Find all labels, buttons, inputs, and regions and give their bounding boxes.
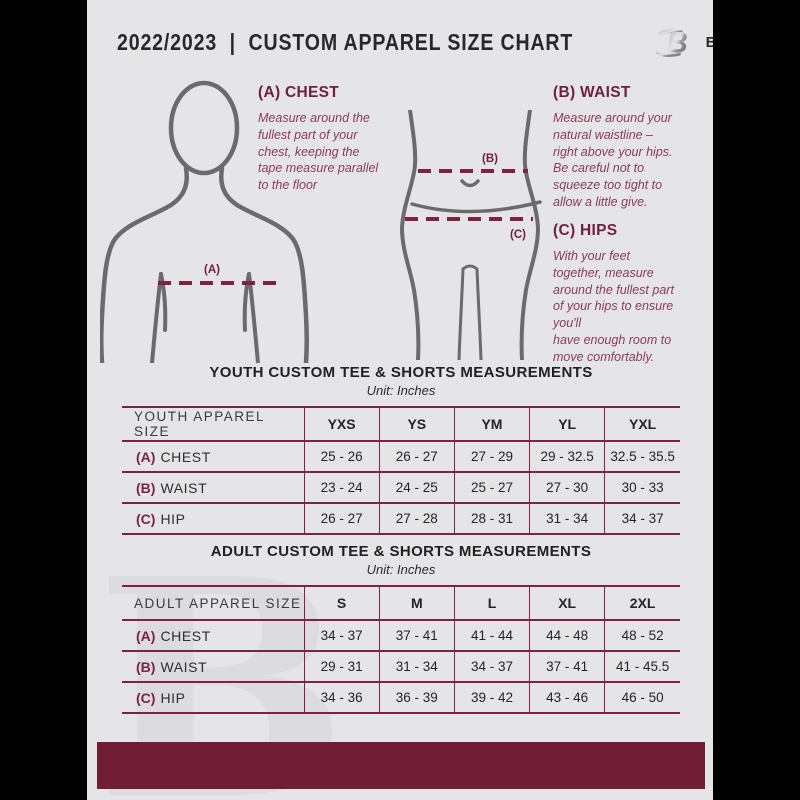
adult-size-table: ADULT APPAREL SIZE S M L XL 2XL (A) CHEST… bbox=[122, 585, 680, 714]
breakaway-logo-icon: B bbox=[655, 26, 687, 59]
waist-body-text: Measure around your natural waistline – … bbox=[553, 111, 673, 209]
waist-heading: (B) WAIST bbox=[553, 84, 631, 101]
measurement-cell: 43 - 46 bbox=[529, 682, 605, 713]
table-header-row: ADULT APPAREL SIZE S M L XL 2XL bbox=[122, 586, 680, 620]
measurement-cell: 41 - 45.5 bbox=[604, 651, 680, 682]
svg-text:B: B bbox=[666, 26, 687, 59]
waist-line-label: (B) bbox=[482, 153, 498, 165]
measurement-cell: 32.5 - 35.5 bbox=[604, 441, 680, 472]
size-label: S bbox=[303, 586, 380, 620]
measurement-cell: 25 - 27 bbox=[453, 472, 530, 503]
table-row: (C) HIP 34 - 36 36 - 39 39 - 42 43 - 46 4… bbox=[122, 682, 680, 713]
row-label-cell: (B) WAIST bbox=[136, 658, 208, 675]
measurement-cell: 31 - 34 bbox=[529, 503, 605, 534]
measurement-cell: 39 - 42 bbox=[453, 682, 530, 713]
chest-line-label: (A) bbox=[204, 264, 220, 276]
youth-table-title: YOUTH CUSTOM TEE & SHORTS MEASUREMENTS bbox=[209, 364, 593, 381]
size-column-header: ADULT APPAREL SIZE bbox=[134, 595, 302, 611]
row-label-cell: (A) CHEST bbox=[136, 627, 211, 644]
youth-size-table: YOUTH APPAREL SIZE YXS YS YM YL YXL (A) C… bbox=[122, 406, 680, 535]
size-label: L bbox=[453, 586, 530, 620]
adult-table-unit: Unit: Inches bbox=[366, 562, 436, 577]
measurement-cell: 31 - 34 bbox=[378, 651, 455, 682]
measurement-cell: 37 - 41 bbox=[529, 651, 605, 682]
youth-size-table-section: YOUTH CUSTOM TEE & SHORTS MEASUREMENTS U… bbox=[122, 364, 680, 535]
brand-lockup: B BREAKAWAY bbox=[654, 23, 713, 61]
table-row: (C) HIP 26 - 27 27 - 28 28 - 31 31 - 34 3… bbox=[122, 503, 680, 534]
size-label: YS bbox=[378, 407, 455, 441]
table-row: (B) WAIST 23 - 24 24 - 25 25 - 27 27 - 30… bbox=[122, 472, 680, 503]
measurement-cell: 34 - 36 bbox=[303, 682, 380, 713]
measurement-cell: 36 - 39 bbox=[378, 682, 455, 713]
table-header-row: YOUTH APPAREL SIZE YXS YS YM YL YXL bbox=[122, 407, 680, 441]
chest-heading: (A) CHEST bbox=[258, 84, 340, 101]
measurement-cell: 27 - 29 bbox=[453, 441, 530, 472]
measurement-cell: 23 - 24 bbox=[303, 472, 380, 503]
row-label-cell: (B) WAIST bbox=[136, 479, 208, 496]
hips-heading: (C) HIPS bbox=[553, 222, 618, 239]
size-label: YL bbox=[529, 407, 605, 441]
adult-size-table-section: ADULT CUSTOM TEE & SHORTS MEASUREMENTS U… bbox=[122, 543, 680, 714]
size-label: 2XL bbox=[604, 586, 680, 620]
measurement-cell: 24 - 25 bbox=[378, 472, 455, 503]
waist-instructions: (B) WAIST Measure around your natural wa… bbox=[553, 84, 705, 211]
adult-table-title: ADULT CUSTOM TEE & SHORTS MEASUREMENTS bbox=[210, 543, 592, 560]
size-label: YXL bbox=[604, 407, 680, 441]
hips-body-text: With your feet together, measure around … bbox=[553, 249, 674, 364]
table-row: (B) WAIST 29 - 31 31 - 34 34 - 37 37 - 41… bbox=[122, 651, 680, 682]
measurement-cell: 28 - 31 bbox=[453, 503, 530, 534]
size-column-header: YOUTH APPAREL SIZE bbox=[134, 409, 265, 439]
diagram-hip-crease bbox=[410, 200, 542, 214]
size-label: YXS bbox=[303, 407, 380, 441]
measurement-cell: 41 - 44 bbox=[453, 620, 530, 651]
row-label-cell: (C) HIP bbox=[136, 689, 186, 706]
table-row: (A) CHEST 25 - 26 26 - 27 27 - 29 29 - 32… bbox=[122, 441, 680, 472]
size-label: YM bbox=[453, 407, 530, 441]
chest-measurement-diagram: (A) bbox=[100, 80, 309, 363]
header: 2022/2023 | CUSTOM APPAREL SIZE CHART B … bbox=[87, 22, 713, 62]
measurement-cell: 44 - 48 bbox=[529, 620, 605, 651]
page-title: 2022/2023 | CUSTOM APPAREL SIZE CHART bbox=[117, 28, 574, 55]
measurement-cell: 26 - 27 bbox=[378, 441, 455, 472]
chest-body-text: Measure around the fullest part of your … bbox=[258, 111, 379, 192]
hips-instructions: (C) HIPS With your feet together, measur… bbox=[553, 222, 708, 365]
youth-table-unit: Unit: Inches bbox=[366, 383, 436, 398]
measurement-cell: 30 - 33 bbox=[604, 472, 680, 503]
measurement-cell: 26 - 27 bbox=[303, 503, 380, 534]
measurement-cell: 29 - 31 bbox=[303, 651, 380, 682]
measurement-cell: 34 - 37 bbox=[604, 503, 680, 534]
measurement-cell: 34 - 37 bbox=[453, 651, 530, 682]
size-chart-page: B 2022/2023 | CUSTOM APPAREL SIZE CHART … bbox=[87, 0, 713, 800]
chest-instructions: (A) CHEST Measure around the fullest par… bbox=[258, 84, 398, 194]
measurement-cell: 37 - 41 bbox=[378, 620, 455, 651]
diagram-head-outline bbox=[168, 80, 240, 176]
measurement-cell: 29 - 32.5 bbox=[529, 441, 605, 472]
measurement-cell: 48 - 52 bbox=[604, 620, 680, 651]
table-row: (A) CHEST 34 - 37 37 - 41 41 - 44 44 - 48… bbox=[122, 620, 680, 651]
measurement-cell: 34 - 37 bbox=[303, 620, 380, 651]
hip-line-label: (C) bbox=[510, 229, 526, 241]
diagram-navel-mark bbox=[460, 179, 480, 188]
size-label: M bbox=[378, 586, 455, 620]
waist-hip-measurement-diagram: (B) (C) bbox=[399, 110, 542, 360]
size-label: XL bbox=[529, 586, 605, 620]
footer-bar bbox=[97, 742, 705, 789]
row-label-cell: (C) HIP bbox=[136, 510, 186, 527]
measurement-cell: 46 - 50 bbox=[604, 682, 680, 713]
measurement-cell: 25 - 26 bbox=[303, 441, 380, 472]
measurement-cell: 27 - 28 bbox=[378, 503, 455, 534]
brand-wordmark: BREAKAWAY bbox=[706, 34, 713, 51]
measurement-cell: 27 - 30 bbox=[529, 472, 605, 503]
row-label-cell: (A) CHEST bbox=[136, 448, 211, 465]
